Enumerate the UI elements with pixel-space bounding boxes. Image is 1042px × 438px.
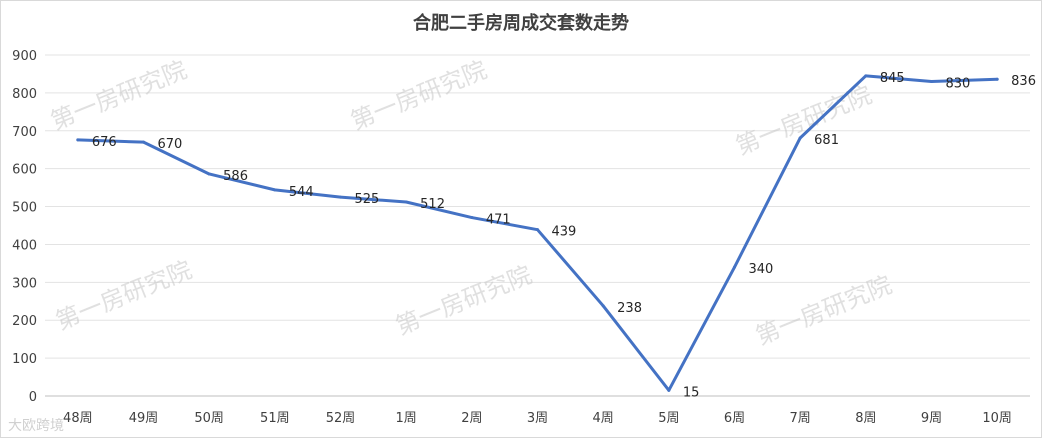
x-tick-label: 2周 xyxy=(461,411,482,426)
data-label: 836 xyxy=(1011,74,1036,89)
y-tick-label: 800 xyxy=(12,87,37,102)
y-tick-label: 200 xyxy=(12,314,37,329)
data-label: 525 xyxy=(355,192,380,207)
y-tick-label: 500 xyxy=(12,201,37,216)
data-point xyxy=(273,188,277,192)
data-point xyxy=(995,77,999,81)
grid-lines xyxy=(45,54,1030,397)
x-tick-label: 48周 xyxy=(63,411,93,426)
data-point xyxy=(733,265,736,269)
data-point xyxy=(667,388,671,392)
data-label: 830 xyxy=(946,77,971,92)
data-label: 670 xyxy=(158,137,183,152)
x-tick-label: 8周 xyxy=(855,411,876,426)
y-tick-label: 300 xyxy=(12,276,37,291)
x-tick-label: 3周 xyxy=(527,411,548,426)
watermark-text: 第一房研究院 xyxy=(47,56,191,136)
x-tick-label: 7周 xyxy=(790,411,811,426)
x-tick-label: 9周 xyxy=(921,411,942,426)
x-tick-label: 52周 xyxy=(326,411,356,426)
series-line xyxy=(76,74,999,392)
data-point xyxy=(404,200,408,204)
x-tick-label: 1周 xyxy=(396,411,417,426)
data-point xyxy=(536,228,539,232)
data-label: 586 xyxy=(223,169,248,184)
corner-watermark: 大欧跨境 xyxy=(8,418,64,434)
data-label: 340 xyxy=(749,262,774,277)
y-tick-label: 0 xyxy=(29,390,37,405)
data-point xyxy=(864,74,868,78)
data-point xyxy=(930,80,933,84)
y-axis-ticks: 0 100 200 300 400 500 600 700 800 900 xyxy=(12,49,37,405)
watermark-text: 第一房研究院 xyxy=(392,261,536,341)
data-point xyxy=(142,140,145,144)
data-label: 238 xyxy=(617,301,642,316)
y-tick-label: 100 xyxy=(12,352,37,367)
x-tick-label: 10周 xyxy=(982,411,1012,426)
x-tick-label: 6周 xyxy=(724,411,745,426)
data-label: 845 xyxy=(880,71,905,86)
watermark-text: 第一房研究院 xyxy=(52,256,196,336)
y-tick-label: 400 xyxy=(12,238,37,253)
data-point xyxy=(470,216,474,220)
series-layer xyxy=(76,74,999,392)
x-tick-label: 5周 xyxy=(658,411,679,426)
data-label: 544 xyxy=(289,185,314,200)
data-label: 681 xyxy=(814,133,839,148)
y-tick-label: 700 xyxy=(12,125,37,140)
chart-title: 合肥二手房周成交套数走势 xyxy=(413,13,629,34)
data-point xyxy=(76,138,80,142)
data-labels: 676 670 586 544 525 512 471 439 238 15 340 681 845 83… xyxy=(92,71,1036,400)
y-tick-label: 600 xyxy=(12,163,37,178)
data-label: 439 xyxy=(552,225,577,240)
x-tick-label: 50周 xyxy=(194,411,224,426)
data-label: 15 xyxy=(683,385,700,400)
data-point xyxy=(601,304,605,308)
data-point xyxy=(339,195,342,199)
x-tick-label: 51周 xyxy=(260,411,290,426)
data-label: 471 xyxy=(486,213,511,228)
x-axis-ticks: 48周 49周 50周 51周 52周 1周 2周 3周 4周 5周 6周 7周 8周 9周 10周 xyxy=(63,411,1012,426)
data-point xyxy=(207,172,211,176)
x-tick-label: 4周 xyxy=(593,411,614,426)
y-tick-label: 900 xyxy=(12,49,37,64)
watermark-text: 第一房研究院 xyxy=(347,56,491,136)
data-label: 676 xyxy=(92,135,117,150)
data-point xyxy=(798,136,802,140)
x-tick-label: 49周 xyxy=(129,411,159,426)
data-label: 512 xyxy=(420,197,445,212)
